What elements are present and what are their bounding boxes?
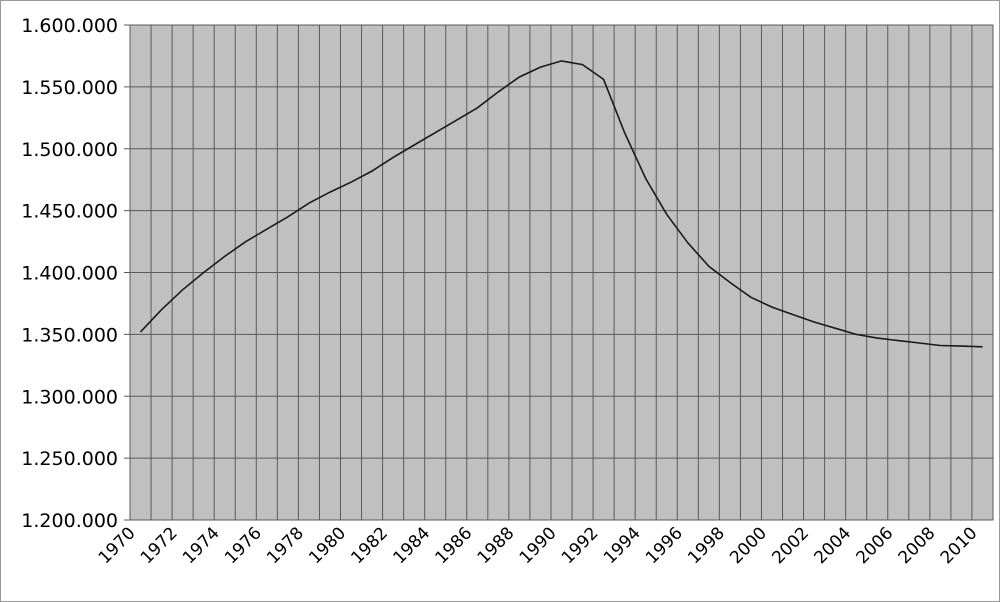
x-tick-label: 1986 <box>432 523 477 568</box>
y-tick-label: 1.400.000 <box>21 263 118 285</box>
y-tick-label: 1.300.000 <box>21 386 118 408</box>
x-tick-label: 1980 <box>305 523 350 568</box>
x-tick-label: 1990 <box>516 523 561 568</box>
x-tick-label: 2010 <box>937 523 982 568</box>
x-tick-label: 1978 <box>263 523 308 568</box>
x-tick-label: 1992 <box>558 523 603 568</box>
x-tick-label: 1976 <box>221 523 266 568</box>
x-tick-label: 1982 <box>347 523 392 568</box>
y-tick-label: 1.450.000 <box>21 201 118 223</box>
x-tick-label: 2004 <box>810 523 855 568</box>
x-axis-ticks: 1970197219741976197819801982198419861988… <box>95 523 982 568</box>
x-tick-label: 1996 <box>642 523 687 568</box>
x-tick-label: 1994 <box>600 523 645 568</box>
y-tick-label: 1.600.000 <box>21 15 118 37</box>
y-tick-label: 1.350.000 <box>21 324 118 346</box>
x-tick-label: 1974 <box>179 523 224 568</box>
y-axis-ticks: 1.200.000 1.250.000 1.300.000 1.350.000 1.40… <box>21 15 118 532</box>
y-tick-label: 1.500.000 <box>21 139 118 161</box>
x-tick-label: 1984 <box>389 523 434 568</box>
series-line <box>139 60 983 348</box>
x-tick-label: 2006 <box>853 523 898 568</box>
gridlines <box>124 24 994 521</box>
x-tick-label: 1972 <box>137 523 182 568</box>
x-tick-label: 2000 <box>726 523 771 568</box>
x-tick-label: 1998 <box>684 523 729 568</box>
y-tick-label: 1.200.000 <box>21 510 118 532</box>
x-tick-label: 2002 <box>768 523 813 568</box>
x-tick-label: 1988 <box>474 523 519 568</box>
y-tick-label: 1.550.000 <box>21 77 118 99</box>
y-tick-label: 1.250.000 <box>21 448 118 470</box>
x-tick-label: 2008 <box>895 523 940 568</box>
